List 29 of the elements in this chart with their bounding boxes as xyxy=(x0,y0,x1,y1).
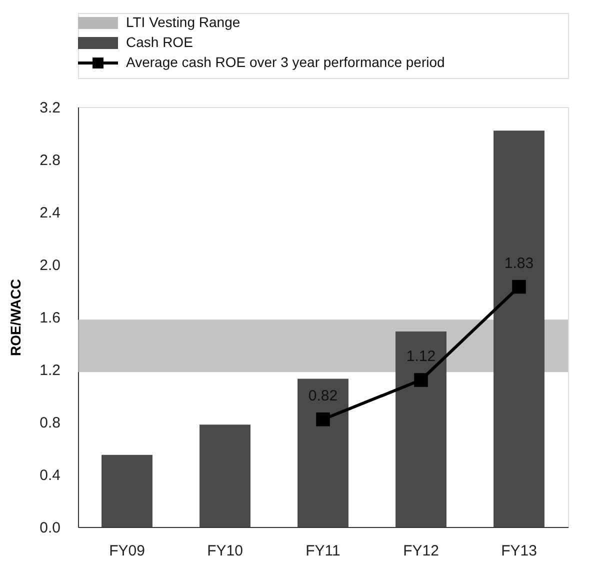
data-label: 1.83 xyxy=(504,254,534,272)
data-label: 1.12 xyxy=(406,348,436,365)
y-tick-label: 2.4 xyxy=(40,204,60,222)
y-tick-label: 0.8 xyxy=(40,414,60,432)
point xyxy=(512,280,526,294)
y-tick-label: 2.8 xyxy=(40,152,60,169)
legend-label: Average cash ROE over 3 year performance period xyxy=(126,54,445,70)
y-tick-label: 3.2 xyxy=(40,100,60,116)
y-tick-label: 0.4 xyxy=(40,467,60,484)
bar xyxy=(396,331,446,527)
y-tick-label: 1.6 xyxy=(40,310,60,326)
bar xyxy=(298,378,348,527)
data-label: 0.82 xyxy=(308,387,338,404)
y-tick-label: 2.0 xyxy=(40,257,60,274)
x-tick-label: FY09 xyxy=(109,542,145,560)
point xyxy=(414,373,428,387)
legend-label: LTI Vesting Range xyxy=(126,14,240,30)
legend-label: Cash ROE xyxy=(126,34,193,50)
x-tick-label: FY10 xyxy=(207,542,243,560)
bar xyxy=(200,424,250,527)
point xyxy=(316,412,330,426)
y-tick-label: 0.0 xyxy=(40,520,60,536)
bar xyxy=(102,454,152,527)
x-tick-label: FY13 xyxy=(501,542,537,560)
y-axis-title: ROE/WACC xyxy=(8,279,24,356)
x-tick-label: FY11 xyxy=(306,542,340,560)
y-tick-label: 1.2 xyxy=(40,362,60,379)
x-tick-label: FY12 xyxy=(403,542,439,560)
bar xyxy=(494,130,544,527)
